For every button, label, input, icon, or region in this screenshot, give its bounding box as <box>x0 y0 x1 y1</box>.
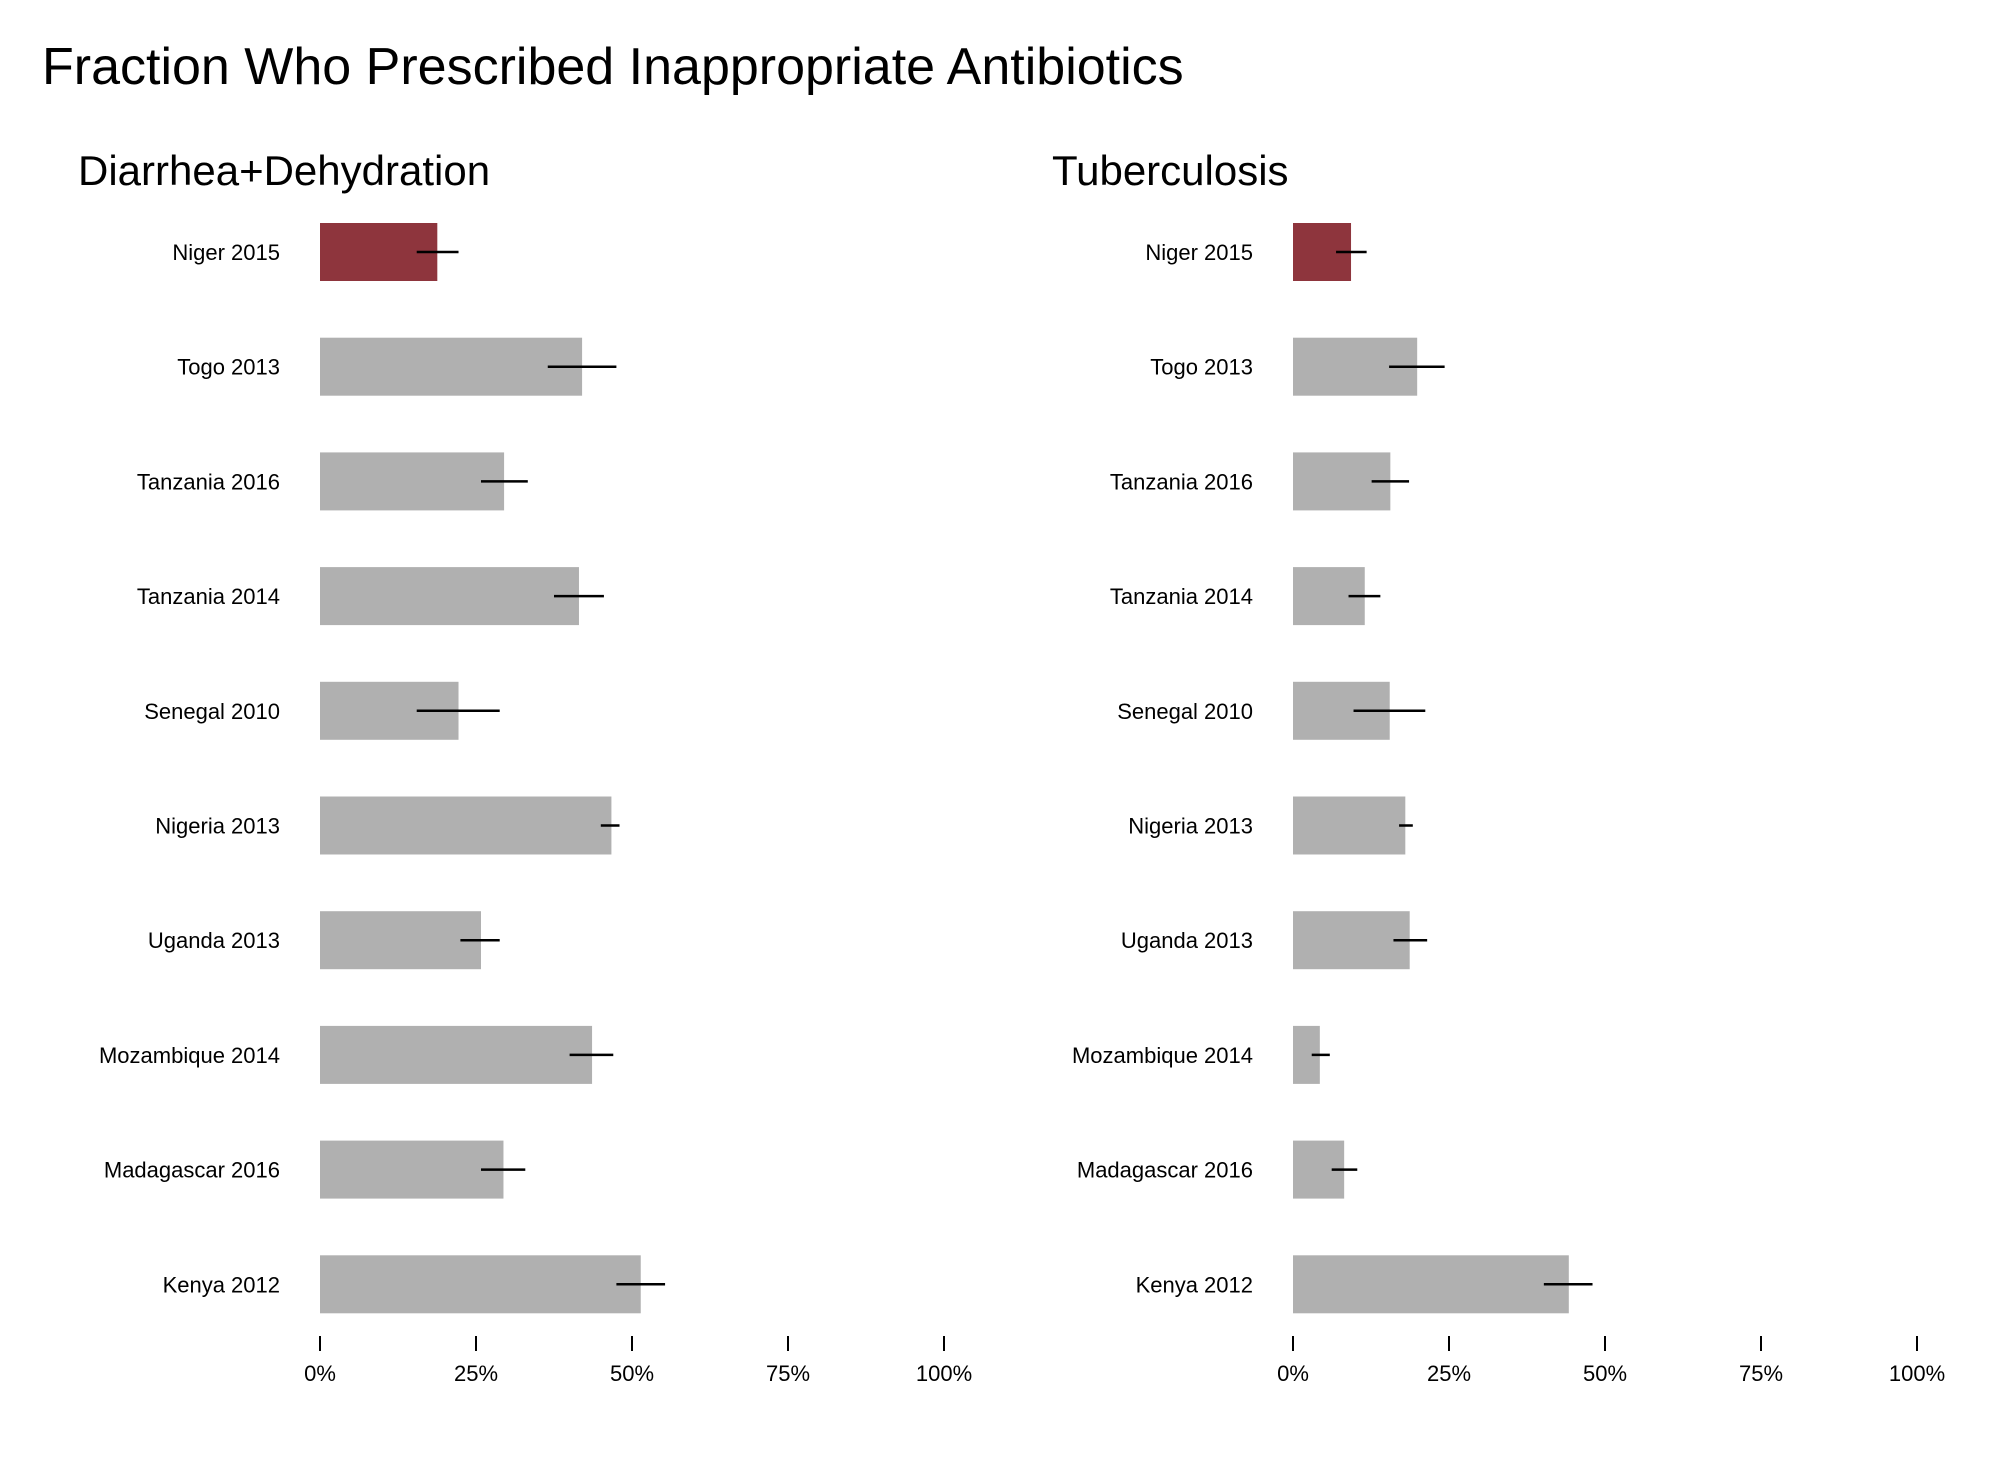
bar <box>320 452 505 511</box>
bar <box>320 1255 641 1314</box>
category-label: Niger 2015 <box>172 240 280 265</box>
x-tick-label: 25% <box>454 1361 498 1386</box>
category-label: Kenya 2012 <box>163 1272 280 1297</box>
x-tick-label: 75% <box>766 1361 810 1386</box>
bar <box>320 796 612 855</box>
category-label: Tanzania 2016 <box>137 469 280 494</box>
x-tick-label: 50% <box>610 1361 654 1386</box>
chart-panel: Diarrhea+Dehydration Niger 2015 Togo 2013 T… <box>78 147 972 1386</box>
category-label: Uganda 2013 <box>148 928 280 953</box>
category-label: Mozambique 2014 <box>1072 1043 1253 1068</box>
category-label: Nigeria 2013 <box>1128 814 1253 839</box>
x-tick-label: 25% <box>1427 1361 1471 1386</box>
category-label: Uganda 2013 <box>1121 928 1253 953</box>
chart-title: Fraction Who Prescribed Inappropriate An… <box>42 38 1184 96</box>
bar <box>320 337 583 396</box>
x-tick-label: 100% <box>916 1361 972 1386</box>
category-label: Senegal 2010 <box>144 699 280 724</box>
bar <box>320 911 481 970</box>
category-label: Togo 2013 <box>177 355 280 380</box>
category-label: Kenya 2012 <box>1136 1272 1253 1297</box>
bar <box>320 1140 504 1199</box>
bar <box>320 1025 593 1084</box>
x-tick-label: 0% <box>304 1361 336 1386</box>
category-label: Niger 2015 <box>1145 240 1253 265</box>
category-label: Senegal 2010 <box>1117 699 1253 724</box>
category-label: Mozambique 2014 <box>99 1043 280 1068</box>
category-label: Madagascar 2016 <box>1077 1158 1253 1183</box>
bar <box>320 567 579 626</box>
x-tick-label: 0% <box>1277 1361 1309 1386</box>
category-label: Togo 2013 <box>1150 355 1253 380</box>
bar <box>1293 911 1410 970</box>
category-label: Nigeria 2013 <box>155 814 280 839</box>
category-label: Tanzania 2014 <box>137 584 280 609</box>
chart-panel: Tuberculosis Niger 2015 Togo 2013 Tanzania … <box>1052 147 1945 1386</box>
bar <box>1293 796 1406 855</box>
panel-title: Tuberculosis <box>1052 147 1289 194</box>
category-label: Madagascar 2016 <box>104 1158 280 1183</box>
category-label: Tanzania 2016 <box>1110 469 1253 494</box>
bar <box>1293 1255 1569 1314</box>
x-tick-label: 75% <box>1739 1361 1783 1386</box>
x-tick-label: 50% <box>1583 1361 1627 1386</box>
panel-title: Diarrhea+Dehydration <box>78 147 490 194</box>
x-tick-label: 100% <box>1889 1361 1945 1386</box>
category-label: Tanzania 2014 <box>1110 584 1253 609</box>
